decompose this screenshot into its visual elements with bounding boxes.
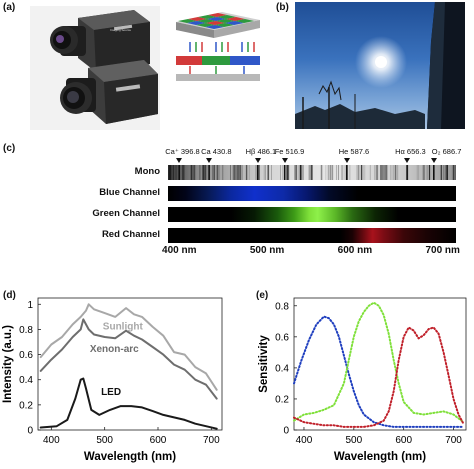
series-line-blue [293,315,465,428]
row-label-red: Red Channel [101,229,160,240]
spectral-line-marker [281,158,288,163]
y-axis-label: Sensitivity [258,335,270,393]
bayer-filter-diagram [170,6,266,84]
sky-photo [295,2,465,129]
series-line-sunlight [39,303,218,391]
row-label-mono: Mono [134,166,160,177]
x-tick-label: 400 [43,435,60,446]
wavelength-tick-label: 600 nm [337,245,373,256]
series-label: Sunlight [103,321,144,332]
series-label: LED [101,387,121,398]
y-tick-label: 0.4 [19,375,33,386]
series-line-green [293,301,465,424]
camera-brand-label: Imaging Source [110,28,132,32]
spectral-line-marker [430,158,437,163]
series-line-xenon-arc [39,318,218,400]
chart-intensity: 400 500 600 700 0 0.2 0.4 0.6 0.8 1 Wavelength (nm… [2,297,223,463]
chart-sensitivity: 400 500 600 700 0 0.2 0.4 0.6 0.8 Wavelength (nm)… [258,297,467,463]
x-tick-label: 700 [445,435,462,446]
spectral-line-label: Ca 430.8 [201,147,232,156]
panel-label-d: (d) [3,290,16,301]
panel-label-a: (a) [3,2,16,13]
spectral-line-marker [176,158,183,163]
row-label-green: Green Channel [92,208,160,219]
plot-frame [293,297,467,431]
x-tick-label: 400 [296,435,313,446]
series-line-led [39,377,218,430]
x-tick-label: 500 [345,435,362,446]
x-tick-label: 600 [150,435,167,446]
mono-channel-bar [168,165,456,180]
spectral-line-label: Ca⁺ 396.8 [165,147,200,156]
spectral-line-marker [343,158,350,163]
spectral-line-label: O₂ 686.7 [431,147,462,156]
y-tick-label: 0.2 [19,400,33,411]
wavelength-tick-label: 500 nm [249,245,285,256]
spectral-line-label: Fe 516.9 [274,147,305,156]
x-tick-label: 600 [395,435,412,446]
y-tick-label: 0.6 [19,350,33,361]
spectral-line-marker [254,158,261,163]
y-axis-label: Intensity (a.u.) [2,325,14,403]
y-tick-label: 0.4 [275,363,289,374]
row-label-blue: Blue Channel [99,187,160,198]
y-tick-label: 0.2 [275,394,289,405]
panel-label-b: (b) [276,2,289,13]
y-tick-label: 0.6 [275,332,289,343]
spectral-line-label: He 587.6 [338,147,370,156]
wavelength-tick-label: 700 nm [425,245,460,256]
y-tick-label: 0.8 [19,325,33,336]
y-tick-label: 0 [27,426,33,437]
y-tick-label: 0.8 [275,301,289,312]
series-line-red [293,326,465,428]
wavelength-tick-label: 400 nm [162,245,197,256]
x-axis-label: Wavelength (nm) [334,451,426,463]
spectral-line-marker [206,158,213,163]
spectral-line-annotations: Ca⁺ 396.8 Ca 430.8 Hβ 486.1 Fe 516.9 He 587.… [0,0,474,170]
series-label: Xenon-arc [90,344,139,355]
blue-channel-bar [168,186,456,201]
camera-photo [30,6,160,130]
panel-label-c: (c) [3,143,16,154]
spectral-line-marker [404,158,411,163]
red-channel-bar [168,228,456,243]
x-tick-label: 500 [96,435,113,446]
spectral-line-label: Hα 656.3 [395,147,426,156]
x-tick-label: 700 [203,435,220,446]
wavelength-axis: 400 nm 500 nm 600 nm 700 nm [0,245,474,261]
panel-label-e: (e) [256,290,269,301]
x-axis-label: Wavelength (nm) [84,451,176,463]
y-tick-label: 1 [27,300,33,311]
green-channel-bar [168,207,456,222]
y-tick-label: 0 [283,426,289,437]
spectral-line-label: Hβ 486.1 [245,147,277,156]
plot-frame [37,297,223,431]
